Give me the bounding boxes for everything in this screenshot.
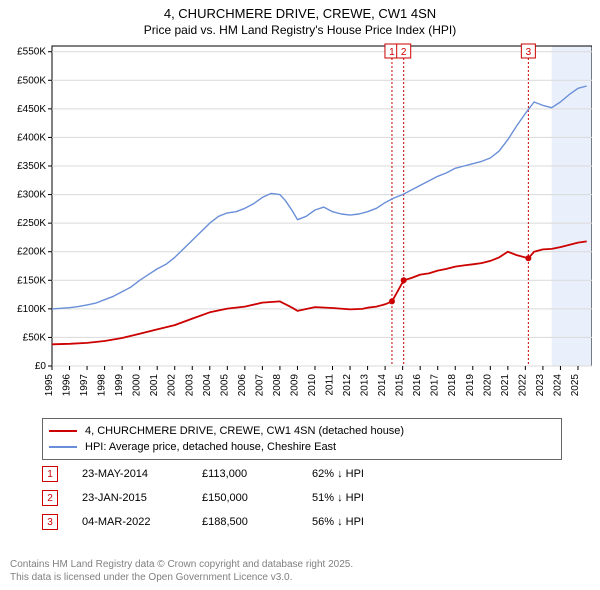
svg-text:2005: 2005: [219, 374, 230, 397]
event-date: 23-MAY-2014: [82, 468, 202, 480]
svg-text:£550K: £550K: [17, 47, 46, 58]
legend-label: 4, CHURCHMERE DRIVE, CREWE, CW1 4SN (det…: [85, 425, 404, 437]
svg-text:2000: 2000: [132, 374, 143, 397]
event-price: £150,000: [202, 492, 312, 504]
svg-text:1998: 1998: [97, 374, 108, 397]
event-price: £113,000: [202, 468, 312, 480]
svg-text:2011: 2011: [325, 374, 336, 396]
svg-text:2008: 2008: [272, 374, 283, 397]
event-hpi: 56% ↓ HPI: [312, 516, 364, 528]
svg-text:2: 2: [401, 47, 407, 58]
svg-text:1996: 1996: [62, 374, 73, 397]
svg-text:£300K: £300K: [17, 190, 46, 201]
legend-row: HPI: Average price, detached house, Ches…: [49, 439, 555, 455]
svg-text:2016: 2016: [412, 374, 423, 397]
svg-text:2003: 2003: [184, 374, 195, 397]
event-date: 04-MAR-2022: [82, 516, 202, 528]
svg-text:1999: 1999: [114, 374, 125, 397]
svg-text:£400K: £400K: [17, 132, 46, 143]
svg-text:£200K: £200K: [17, 247, 46, 258]
title-line-1: 4, CHURCHMERE DRIVE, CREWE, CW1 4SN: [0, 6, 600, 21]
svg-text:2012: 2012: [342, 374, 353, 397]
footnote-line: This data is licensed under the Open Gov…: [10, 572, 353, 585]
svg-text:2010: 2010: [307, 374, 318, 397]
svg-text:2020: 2020: [482, 374, 493, 397]
svg-text:£350K: £350K: [17, 161, 46, 172]
svg-text:2019: 2019: [465, 374, 476, 397]
svg-text:2001: 2001: [149, 374, 160, 397]
event-hpi: 62% ↓ HPI: [312, 468, 364, 480]
svg-text:2002: 2002: [167, 374, 178, 397]
svg-text:1: 1: [389, 47, 395, 58]
event-row: 3 04-MAR-2022 £188,500 56% ↓ HPI: [42, 512, 562, 532]
event-row: 1 23-MAY-2014 £113,000 62% ↓ HPI: [42, 464, 562, 484]
svg-text:2022: 2022: [517, 374, 528, 397]
event-badge: 1: [42, 466, 58, 482]
svg-text:1997: 1997: [79, 374, 90, 397]
svg-text:2021: 2021: [500, 374, 511, 397]
footnote-line: Contains HM Land Registry data © Crown c…: [10, 559, 353, 572]
svg-text:3: 3: [526, 47, 532, 58]
event-badge: 2: [42, 490, 58, 506]
svg-text:2023: 2023: [535, 374, 546, 397]
svg-text:2014: 2014: [377, 374, 388, 397]
event-price: £188,500: [202, 516, 312, 528]
chart-area: £0 £50K £100K £150K £200K £250K £300K £350K £400…: [8, 40, 592, 410]
svg-text:2015: 2015: [395, 374, 406, 397]
svg-text:2025: 2025: [570, 374, 581, 397]
event-hpi: 51% ↓ HPI: [312, 492, 364, 504]
svg-text:£0: £0: [35, 361, 47, 372]
svg-text:£100K: £100K: [17, 304, 46, 315]
event-badge: 3: [42, 514, 58, 530]
svg-text:£500K: £500K: [17, 75, 46, 86]
svg-text:£250K: £250K: [17, 218, 46, 229]
legend-swatch: [49, 430, 77, 432]
svg-text:2024: 2024: [552, 374, 563, 397]
svg-text:1995: 1995: [44, 374, 55, 397]
legend-label: HPI: Average price, detached house, Ches…: [85, 441, 336, 453]
svg-text:2009: 2009: [289, 374, 300, 397]
legend-row: 4, CHURCHMERE DRIVE, CREWE, CW1 4SN (det…: [49, 423, 555, 439]
legend: 4, CHURCHMERE DRIVE, CREWE, CW1 4SN (det…: [42, 418, 562, 460]
svg-text:2004: 2004: [202, 374, 213, 397]
svg-text:£50K: £50K: [23, 332, 47, 343]
svg-text:2013: 2013: [360, 374, 371, 397]
event-date: 23-JAN-2015: [82, 492, 202, 504]
chart-titles: 4, CHURCHMERE DRIVE, CREWE, CW1 4SN Pric…: [0, 0, 600, 37]
svg-text:2007: 2007: [254, 374, 265, 397]
chart-svg: £0 £50K £100K £150K £200K £250K £300K £350K £400…: [8, 40, 592, 410]
legend-swatch: [49, 446, 77, 448]
event-row: 2 23-JAN-2015 £150,000 51% ↓ HPI: [42, 488, 562, 508]
svg-text:£450K: £450K: [17, 104, 46, 115]
svg-text:2018: 2018: [447, 374, 458, 397]
svg-text:2017: 2017: [430, 374, 441, 397]
svg-text:2006: 2006: [237, 374, 248, 397]
footnote: Contains HM Land Registry data © Crown c…: [10, 559, 353, 584]
title-line-2: Price paid vs. HM Land Registry's House …: [0, 23, 600, 37]
events-table: 1 23-MAY-2014 £113,000 62% ↓ HPI 2 23-JA…: [42, 460, 562, 532]
svg-text:£150K: £150K: [17, 275, 46, 286]
